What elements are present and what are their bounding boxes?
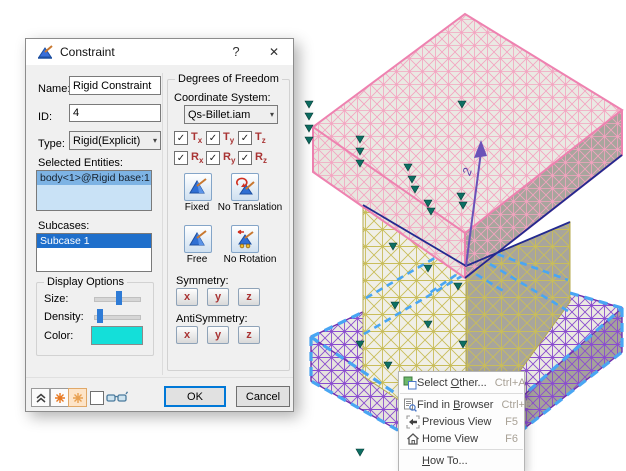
- symmetry-label: Symmetry:: [176, 275, 229, 287]
- previous-view-icon: [403, 414, 422, 429]
- menu-item-how-to[interactable]: How To...: [422, 454, 468, 467]
- antisymmetry-y-button[interactable]: y: [207, 326, 229, 344]
- antisymmetry-x-button[interactable]: x: [176, 326, 198, 344]
- antisymmetry-label: AntiSymmetry:: [176, 313, 248, 325]
- size-slider[interactable]: [94, 291, 141, 305]
- name-input[interactable]: Rigid Constraint: [69, 76, 161, 95]
- preview-checkbox[interactable]: [90, 391, 104, 405]
- menu-shortcut: Ctrl+A: [494, 376, 526, 389]
- menu-item-previous-view[interactable]: Previous View F5: [399, 413, 524, 430]
- size-label: Size:: [44, 293, 69, 305]
- context-menu: Select Other... Ctrl+A Find in Browser C…: [398, 371, 532, 471]
- list-item[interactable]: Subcase 1: [37, 234, 151, 248]
- fixed-label: Fixed: [184, 202, 210, 213]
- constraint-dialog: Constraint ? ✕ Name: Rigid Constraint ID…: [25, 38, 294, 412]
- checkbox-ry[interactable]: ✓ Ry: [206, 151, 235, 165]
- checkbox-rx[interactable]: ✓ Rx: [174, 151, 203, 165]
- chevron-down-icon: ▾: [269, 110, 274, 119]
- menu-shortcut: F6: [505, 432, 518, 445]
- no-translation-label: No Translation: [217, 202, 283, 213]
- symmetry-z-button[interactable]: z: [238, 288, 260, 306]
- ok-button[interactable]: OK: [164, 386, 226, 407]
- selected-entities-list[interactable]: body<1>@Rigid base:1: [36, 170, 152, 211]
- free-button[interactable]: [184, 225, 212, 253]
- coordinate-system-combobox[interactable]: Qs-Billet.iam ▾: [184, 105, 278, 124]
- highlight-on-button[interactable]: [50, 388, 69, 407]
- menu-item-select-other[interactable]: Select Other... Ctrl+A: [399, 374, 526, 391]
- display-options-group: Display Options: [36, 276, 154, 356]
- checkbox-rz[interactable]: ✓ Rz: [238, 151, 267, 165]
- display-options-title: Display Options: [44, 276, 128, 288]
- list-item[interactable]: body<1>@Rigid base:1: [37, 171, 151, 185]
- selected-entities-label: Selected Entities:: [38, 157, 123, 169]
- home-view-icon: [403, 432, 422, 446]
- dof-group: Degrees of Freedom: [167, 73, 290, 371]
- glasses-icon: [106, 391, 128, 402]
- top-slab-mesh[interactable]: [311, 12, 624, 280]
- axis-label: 2: [459, 166, 475, 178]
- density-label: Density:: [44, 311, 84, 323]
- size-slider-thumb[interactable]: [115, 291, 122, 305]
- starburst-dim-icon: [72, 392, 83, 403]
- select-other-icon: [403, 376, 417, 390]
- menu-item-find-in-browser[interactable]: Find in Browser Ctrl+B: [399, 396, 532, 413]
- cancel-button[interactable]: Cancel: [236, 386, 290, 407]
- menu-shortcut: F5: [505, 415, 518, 428]
- menu-shortcut: Ctrl+B: [501, 398, 533, 411]
- constraint-markers: [304, 100, 468, 457]
- fixed-button[interactable]: [184, 173, 212, 201]
- starburst-icon: [54, 392, 65, 403]
- collapse-button[interactable]: [31, 388, 50, 407]
- free-label: Free: [186, 254, 208, 265]
- no-translation-icon: [236, 177, 255, 195]
- no-rotation-button[interactable]: [231, 225, 259, 253]
- id-input[interactable]: 4: [69, 104, 161, 122]
- chevron-down-icon: ▾: [152, 136, 157, 145]
- coordinate-axis: 2: [459, 140, 487, 267]
- checkbox-tz[interactable]: ✓ Tz: [238, 131, 266, 145]
- coordinate-system-label: Coordinate System:: [174, 92, 271, 104]
- free-icon: [189, 230, 207, 246]
- checkbox-tx[interactable]: ✓ Tx: [174, 131, 202, 145]
- dialog-titlebar[interactable]: Constraint ? ✕: [26, 39, 293, 65]
- dof-title: Degrees of Freedom: [175, 73, 282, 85]
- fixed-icon: [189, 178, 207, 194]
- highlight-dim-button[interactable]: [68, 388, 87, 407]
- column-divider: [162, 73, 163, 375]
- no-rotation-label: No Rotation: [223, 254, 277, 265]
- menu-item-home-view[interactable]: Home View F6: [399, 430, 524, 447]
- menu-separator: [400, 449, 523, 450]
- symmetry-x-button[interactable]: x: [176, 288, 198, 306]
- subcases-label: Subcases:: [38, 220, 90, 232]
- dialog-title: Constraint: [60, 45, 115, 59]
- symmetry-y-button[interactable]: y: [207, 288, 229, 306]
- density-slider[interactable]: [94, 309, 141, 323]
- menu-separator: [400, 393, 523, 394]
- subcases-list[interactable]: Subcase 1: [36, 233, 152, 272]
- close-button[interactable]: ✕: [268, 45, 280, 59]
- name-label: Name:: [38, 83, 71, 95]
- type-combobox[interactable]: Rigid(Explicit) ▾: [69, 131, 161, 150]
- checkbox-ty[interactable]: ✓ Ty: [206, 131, 234, 145]
- color-swatch[interactable]: [91, 326, 143, 345]
- help-button[interactable]: ?: [232, 44, 240, 59]
- constraint-icon: [38, 45, 53, 59]
- id-label: ID:: [38, 111, 53, 123]
- no-rotation-icon: [237, 229, 254, 249]
- antisymmetry-z-button[interactable]: z: [238, 326, 260, 344]
- double-chevron-up-icon: [36, 393, 45, 403]
- no-translation-button[interactable]: [231, 173, 259, 201]
- footer-divider: [26, 377, 293, 378]
- density-slider-thumb[interactable]: [97, 309, 104, 323]
- type-label: Type:: [38, 138, 65, 150]
- find-in-browser-icon: [403, 398, 417, 412]
- color-label: Color:: [44, 330, 74, 342]
